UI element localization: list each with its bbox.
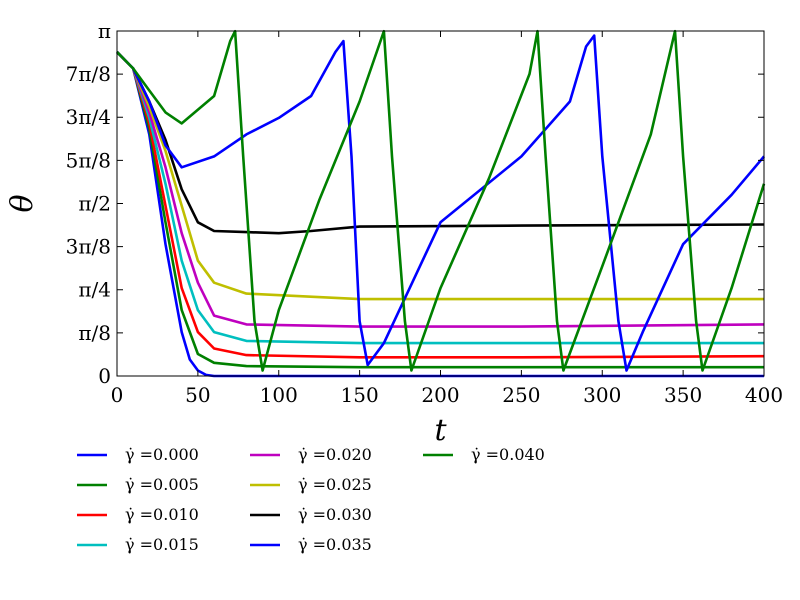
- legend-label-1: γ̇ =0.005: [125, 475, 199, 494]
- x-tick-label-1: 50: [185, 383, 210, 407]
- x-tick-label-2: 100: [260, 383, 298, 407]
- series-line-1: [116, 51, 764, 369]
- x-tick-label-4: 200: [421, 383, 459, 407]
- labels-layer: 0 50 100 150 200 250 300 350 400 0 π/8 π/4 3π/8 π/2 5π…: [5, 19, 783, 448]
- series-line-6: [116, 51, 765, 235]
- x-tick-label-8: 400: [745, 383, 783, 407]
- series-layer: [116, 29, 766, 378]
- x-tick-label-3: 150: [341, 383, 379, 407]
- y-tick-label-8: π: [98, 19, 111, 43]
- series-line-2: [116, 51, 765, 359]
- x-tick-label-0: 0: [111, 383, 124, 407]
- legend-label-7: γ̇ =0.035: [298, 535, 372, 554]
- y-tick-label-4: π/2: [78, 191, 111, 215]
- y-tick-label-2: π/4: [78, 278, 111, 302]
- y-tick-label-6: 3π/4: [66, 105, 111, 129]
- series-line-5: [116, 51, 764, 301]
- y-tick-label-1: π/8: [78, 321, 111, 345]
- x-tick-label-6: 300: [583, 383, 621, 407]
- ticks-layer: [116, 30, 765, 377]
- legend-label-2: γ̇ =0.010: [125, 505, 199, 524]
- series-line-7: [116, 34, 765, 372]
- y-tick-label-0: 0: [98, 364, 111, 388]
- y-tick-label-7: 7π/8: [66, 62, 111, 86]
- legend-label-0: γ̇ =0.000: [125, 445, 199, 464]
- series-line-8: [116, 29, 766, 372]
- legend-label-8: γ̇ =0.040: [471, 445, 545, 464]
- legend-layer: γ̇ =0.000 γ̇ =0.005 γ̇ =0.010 γ̇ =0.015 γ̇ =…: [77, 445, 545, 554]
- y-tick-label-3: 3π/8: [66, 235, 111, 259]
- x-tick-label-5: 250: [502, 383, 540, 407]
- legend-label-6: γ̇ =0.030: [298, 505, 372, 524]
- y-tick-label-5: 5π/8: [66, 148, 111, 172]
- y-axis-label: θ: [5, 194, 40, 212]
- legend-label-4: γ̇ =0.020: [298, 445, 372, 464]
- series-line-4: [116, 51, 765, 328]
- x-tick-label-7: 350: [664, 383, 702, 407]
- legend-label-3: γ̇ =0.015: [125, 535, 199, 554]
- legend-label-5: γ̇ =0.025: [298, 475, 372, 494]
- x-axis-label: t: [434, 413, 447, 448]
